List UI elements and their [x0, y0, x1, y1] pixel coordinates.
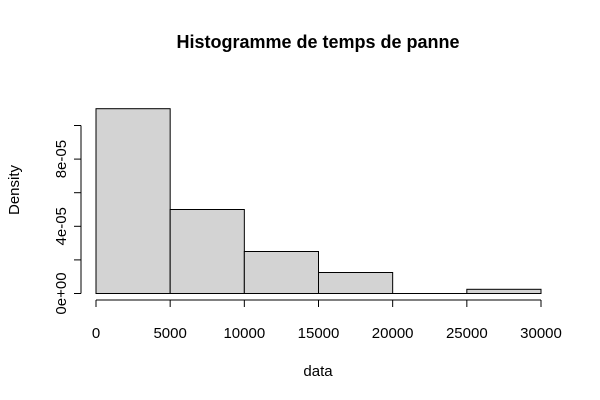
x-axis: 0 5000 10000 15000 20000 25000 30000	[92, 299, 562, 342]
x-tick-label: 10000	[223, 325, 265, 342]
chart-title: Histogramme de temps de panne	[176, 32, 459, 52]
x-tick-label: 20000	[372, 325, 414, 342]
x-axis-label: data	[303, 363, 333, 380]
y-tick-label: 4e-05	[53, 207, 70, 245]
y-axis: 0e+00 4e-05 8e-05	[53, 125, 82, 315]
y-tick-label: 8e-05	[53, 140, 70, 178]
x-tick-label: 5000	[153, 325, 186, 342]
bars-group	[95, 108, 542, 294]
x-tick-label: 25000	[446, 325, 488, 342]
y-tick-label: 0e+00	[53, 272, 70, 314]
histogram-bar-2	[243, 251, 319, 294]
histogram-bar-3	[318, 272, 394, 294]
y-axis-label: Density	[6, 164, 23, 215]
histogram-bar-5	[466, 288, 542, 294]
histogram-bar-1	[169, 209, 245, 294]
x-tick-label: 15000	[298, 325, 340, 342]
x-tick-label: 30000	[520, 325, 562, 342]
histogram-bar-0	[95, 108, 171, 294]
x-tick-label: 0	[92, 325, 100, 342]
